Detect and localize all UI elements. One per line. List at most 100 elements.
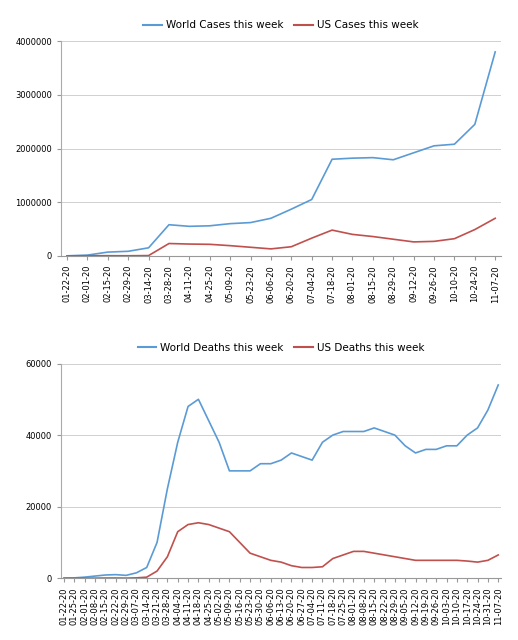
US Cases this week — [268, 245, 274, 253]
World Deaths this week — [143, 564, 150, 572]
World Cases this week — [248, 219, 254, 227]
US Deaths this week — [423, 557, 429, 564]
World Deaths this week — [185, 403, 191, 410]
World Deaths this week — [474, 424, 481, 432]
World Cases this week — [64, 252, 70, 260]
Legend: World Deaths this week, US Deaths this week: World Deaths this week, US Deaths this w… — [134, 339, 429, 357]
World Deaths this week — [216, 438, 222, 446]
US Cases this week — [166, 239, 172, 247]
World Deaths this week — [340, 428, 346, 435]
World Deaths this week — [299, 452, 305, 460]
World Deaths this week — [247, 467, 253, 475]
US Deaths this week — [247, 549, 253, 557]
US Deaths this week — [268, 557, 274, 564]
US Cases this week — [207, 241, 213, 248]
Line: World Deaths this week: World Deaths this week — [64, 385, 498, 578]
US Cases this week — [329, 227, 335, 234]
US Deaths this week — [340, 551, 346, 559]
World Cases this week — [288, 205, 294, 213]
World Cases this week — [84, 252, 91, 259]
US Cases this week — [472, 226, 478, 234]
US Deaths this week — [412, 557, 419, 564]
World Deaths this week — [61, 574, 67, 582]
US Deaths this week — [164, 553, 170, 561]
US Deaths this week — [206, 521, 212, 529]
US Deaths this week — [299, 564, 305, 572]
World Deaths this week — [454, 442, 460, 450]
US Deaths this week — [392, 553, 398, 561]
US Deaths this week — [257, 553, 264, 561]
World Cases this week — [492, 48, 498, 56]
US Cases this week — [227, 242, 233, 250]
US Deaths this week — [485, 557, 491, 564]
World Cases this week — [431, 142, 437, 150]
World Deaths this week — [154, 539, 160, 547]
US Deaths this week — [143, 573, 150, 581]
US Deaths this week — [102, 574, 108, 582]
World Deaths this week — [195, 396, 202, 403]
US Deaths this week — [92, 574, 98, 582]
World Cases this week — [166, 221, 172, 228]
Line: US Cases this week: US Cases this week — [67, 218, 495, 256]
US Deaths this week — [123, 574, 129, 582]
US Deaths this week — [112, 574, 119, 582]
US Deaths this week — [433, 557, 439, 564]
World Cases this week — [349, 154, 355, 162]
World Deaths this week — [112, 571, 119, 579]
World Deaths this week — [423, 445, 429, 453]
World Deaths this week — [309, 456, 315, 464]
US Deaths this week — [320, 563, 326, 571]
US Cases this week — [390, 236, 396, 243]
US Cases this week — [64, 252, 70, 260]
US Cases this week — [411, 238, 417, 246]
US Deaths this week — [175, 528, 181, 536]
World Deaths this week — [175, 438, 181, 446]
Line: US Deaths this week: US Deaths this week — [64, 523, 498, 578]
World Cases this week — [390, 156, 396, 164]
Line: World Cases this week: World Cases this week — [67, 52, 495, 256]
World Cases this week — [268, 214, 274, 222]
World Deaths this week — [402, 442, 408, 450]
US Cases this week — [84, 252, 91, 260]
US Deaths this week — [289, 562, 295, 570]
World Deaths this week — [371, 424, 377, 432]
World Deaths this week — [361, 428, 367, 435]
World Cases this week — [472, 120, 478, 128]
World Deaths this week — [289, 449, 295, 457]
World Deaths this week — [237, 467, 243, 475]
World Deaths this week — [206, 417, 212, 424]
World Deaths this week — [433, 445, 439, 453]
World Cases this week — [207, 222, 213, 230]
US Deaths this week — [133, 574, 139, 582]
World Cases this week — [227, 220, 233, 227]
US Deaths this week — [216, 524, 222, 532]
US Deaths this week — [226, 528, 233, 536]
US Cases this week — [125, 252, 131, 260]
World Deaths this week — [164, 485, 170, 493]
World Cases this week — [146, 244, 152, 252]
World Deaths this week — [123, 572, 129, 579]
US Cases this week — [349, 230, 355, 238]
US Deaths this week — [71, 574, 78, 582]
US Deaths this week — [81, 574, 88, 582]
US Deaths this week — [278, 558, 284, 566]
World Deaths this week — [392, 431, 398, 439]
World Deaths this week — [92, 572, 98, 580]
World Deaths this week — [485, 406, 491, 414]
World Cases this week — [125, 248, 131, 255]
World Deaths this week — [71, 574, 78, 582]
US Cases this week — [105, 252, 111, 260]
World Cases this week — [411, 149, 417, 157]
World Deaths this week — [443, 442, 450, 450]
US Cases this week — [431, 237, 437, 245]
US Deaths this week — [474, 558, 481, 566]
World Cases this week — [186, 223, 193, 230]
US Cases this week — [248, 243, 254, 251]
World Cases this week — [309, 196, 315, 204]
US Cases this week — [186, 240, 193, 248]
World Deaths this week — [464, 431, 470, 439]
US Deaths this week — [185, 521, 191, 529]
US Deaths this week — [464, 557, 470, 565]
US Deaths this week — [329, 555, 336, 563]
US Cases this week — [146, 252, 152, 259]
